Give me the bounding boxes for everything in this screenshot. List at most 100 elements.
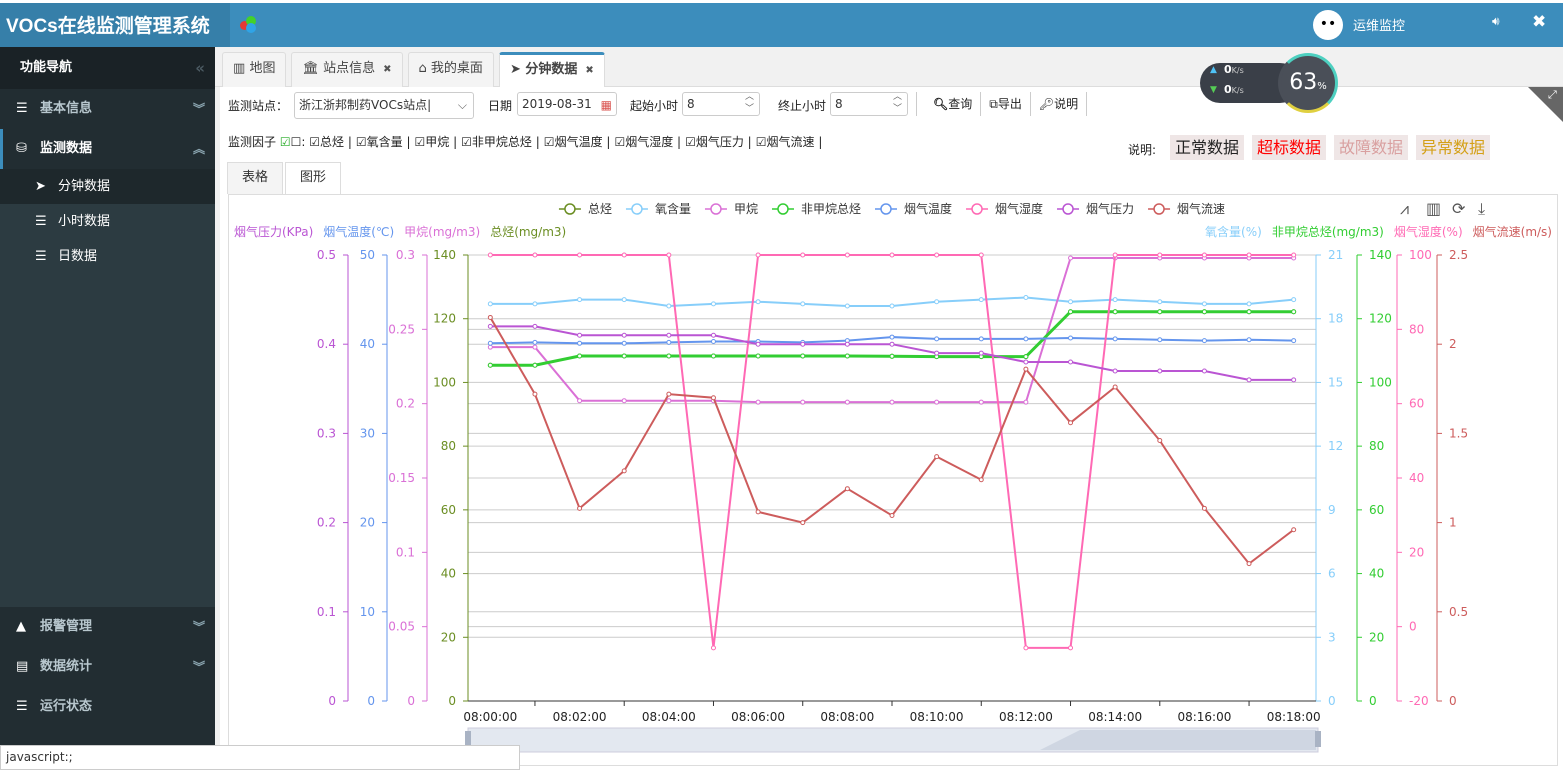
legend-item[interactable]: 非甲烷总烃	[801, 202, 861, 216]
volume-icon[interactable]: 🔊︎	[1492, 14, 1500, 28]
station-select[interactable]: 浙江浙邦制药VOCs站点| ⌵	[294, 92, 474, 119]
data-point	[844, 252, 850, 258]
query-label: 查询	[948, 97, 973, 111]
tab-my-desktop[interactable]: ⌂ 我的桌面	[407, 52, 494, 87]
query-button[interactable]: 🔍︎查询	[925, 92, 982, 116]
user-name[interactable]: 运维监控	[1353, 19, 1406, 34]
legend-item[interactable]: 甲烷	[734, 202, 758, 216]
sidebar-item-alarm[interactable]: ▲ 报警管理 ︾	[0, 607, 215, 647]
bar-chart-icon[interactable]: ▥	[1426, 199, 1441, 218]
factor-checkbox[interactable]: ☑烟气流速 |	[755, 135, 823, 149]
data-point	[1291, 297, 1297, 303]
avatar[interactable]: ••	[1313, 10, 1343, 40]
legend-item[interactable]: 烟气温度	[904, 201, 952, 216]
tab-minute-data[interactable]: ➤ 分钟数据 ✖	[498, 52, 605, 87]
y-axis-tick-label: 20	[360, 516, 375, 530]
y-axis-name: 烟气温度(℃)	[323, 224, 394, 239]
expand-icon[interactable]: ⤢	[1548, 88, 1557, 101]
data-point	[532, 339, 538, 345]
factor-checkbox[interactable]: ☑氧含量 |	[355, 135, 411, 149]
end-hour-stepper[interactable]: 8 ︿ ﹀	[830, 92, 908, 116]
sidebar-sub-day-data[interactable]: ☰ 日数据	[0, 239, 215, 274]
select-all-checkbox[interactable]: ☑	[279, 135, 291, 149]
line-chart-icon[interactable]: ⩘	[1400, 199, 1409, 218]
save-image-icon[interactable]: ⤓	[1478, 199, 1485, 218]
data-point	[1291, 309, 1297, 315]
data-point	[577, 340, 583, 346]
data-zoom-handle[interactable]	[1315, 731, 1321, 747]
sidebar-item-label: 报警管理	[40, 619, 93, 634]
export-button[interactable]: ⧉导出	[981, 92, 1031, 116]
data-point	[710, 645, 716, 651]
y-axis-tick-label: 21	[1328, 248, 1343, 262]
fullscreen-toggle[interactable]	[1528, 87, 1563, 122]
close-icon[interactable]: ✖	[1532, 12, 1547, 32]
y-axis-tick-label: 20	[1369, 630, 1384, 644]
legend-item[interactable]: 烟气流速	[1177, 201, 1225, 216]
deselect-all-checkbox[interactable]: ☐	[290, 135, 302, 149]
data-point	[1201, 252, 1207, 258]
sidebar-item-status[interactable]: ☰ 运行状态	[0, 687, 215, 727]
factor-checkbox[interactable]: ☑非甲烷总烃 |	[461, 135, 540, 149]
station-label: 监测站点：	[228, 99, 289, 113]
y-axis-tick-label: 80	[1369, 439, 1384, 453]
data-zoom-handle[interactable]	[465, 731, 471, 747]
date-input[interactable]: 2019-08-31 ▦	[517, 92, 617, 116]
tab-station-info[interactable]: 🏛︎ 站点信息 ✖	[291, 52, 403, 87]
subtab-chart[interactable]: 图形	[285, 162, 342, 195]
data-point	[844, 399, 850, 405]
sidebar-sub-hour-data[interactable]: ☰ 小时数据	[0, 204, 215, 239]
legend-item[interactable]: 烟气压力	[1086, 201, 1134, 216]
factor-checkbox[interactable]: ☑总烃 |	[309, 135, 352, 149]
y-axis-tick-label: 3	[1328, 630, 1336, 644]
tab-row: ▥ 地图 🏛︎ 站点信息 ✖ ⌂ 我的桌面 ➤ 分钟数据 ✖	[222, 52, 605, 87]
legend-item[interactable]: 氧含量	[655, 201, 691, 216]
restore-icon[interactable]: ⟳	[1452, 199, 1466, 218]
subtab-table[interactable]: 表格	[227, 162, 284, 194]
y-axis-name: 烟气流速(m/s)	[1473, 224, 1552, 239]
legend-item[interactable]: 烟气湿度	[995, 201, 1043, 216]
data-point	[934, 252, 940, 258]
sidebar-item-basic-info[interactable]: ☰ 基本信息 ︾	[0, 89, 215, 129]
data-point	[889, 353, 895, 359]
data-point	[800, 353, 806, 359]
data-point	[1291, 377, 1297, 383]
factor-checkbox[interactable]: ☑烟气湿度 |	[614, 135, 682, 149]
legend-marker-icon	[971, 203, 983, 215]
legend-item[interactable]: 总烃	[588, 202, 612, 216]
sidebar-item-monitor-data[interactable]: ⛁ 监测数据 ︽	[0, 129, 215, 169]
tab-close-icon[interactable]: ✖	[585, 65, 594, 76]
data-point	[889, 334, 895, 340]
y-axis-tick-label: 60	[1369, 503, 1384, 517]
data-point	[934, 299, 940, 305]
app-title[interactable]: VOCs在线监测管理系统	[0, 3, 230, 50]
stepper-arrows-icon[interactable]: ︿ ﹀	[892, 92, 902, 114]
sidebar-sub-minute-data[interactable]: ➤ 分钟数据	[0, 169, 215, 204]
help-button[interactable]: 🔑︎说明	[1031, 92, 1088, 116]
data-point	[1201, 505, 1207, 511]
y-axis-tick-label: 20	[441, 630, 456, 644]
tab-close-icon[interactable]: ✖	[383, 64, 392, 75]
calendar-icon[interactable]: ▦	[600, 94, 612, 115]
stepper-arrows-icon[interactable]: ︿ ﹀	[744, 92, 754, 114]
data-point	[577, 398, 583, 404]
tab-label: 分钟数据	[525, 62, 578, 77]
data-point	[1291, 338, 1297, 344]
tab-map[interactable]: ▥ 地图	[222, 52, 287, 87]
factor-checkbox[interactable]: ☑甲烷 |	[414, 135, 458, 149]
data-point	[666, 391, 672, 397]
data-point	[666, 339, 672, 345]
collapse-icon[interactable]: «	[195, 59, 205, 77]
memory-usage-gauge: 63%	[1278, 53, 1338, 113]
factor-checkbox[interactable]: ☑烟气温度 |	[543, 135, 611, 149]
factor-checkbox[interactable]: ☑烟气压力 |	[685, 135, 752, 149]
y-axis-tick-label: 0.25	[388, 322, 415, 336]
network-speed-widget[interactable]: ▲ ▼ 0K/s 0K/s 63%	[1200, 53, 1340, 113]
y-axis-tick-label: 40	[1409, 471, 1424, 485]
data-point	[1112, 252, 1118, 258]
y-axis-tick-label: 0.05	[388, 620, 415, 634]
data-point	[755, 399, 761, 405]
data-point	[755, 353, 761, 359]
start-hour-stepper[interactable]: 8 ︿ ﹀	[682, 92, 760, 116]
sidebar-item-statistics[interactable]: ▤ 数据统计 ︾	[0, 647, 215, 687]
